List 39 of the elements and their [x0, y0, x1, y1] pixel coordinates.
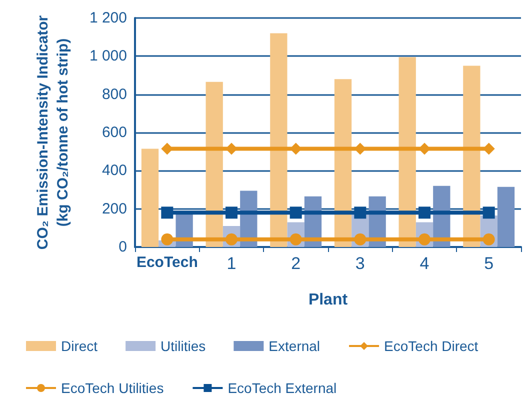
x-tick-label: 1 — [226, 254, 236, 273]
point — [290, 206, 302, 219]
bar — [206, 82, 223, 247]
legend-label: Direct — [61, 338, 98, 354]
legend-label: EcoTech External — [228, 380, 337, 396]
bar — [463, 66, 480, 247]
point — [354, 233, 366, 246]
legend-label: Utilities — [160, 338, 206, 354]
bar — [398, 57, 416, 247]
y-tick-label: 1 200 — [89, 10, 127, 26]
point — [226, 206, 238, 219]
point — [226, 142, 238, 155]
point — [161, 206, 174, 219]
x-tick-label: EcoTech — [136, 254, 198, 271]
point — [161, 233, 174, 246]
legend-label: EcoTech Direct — [384, 338, 478, 354]
y-tick-label: 1 000 — [89, 48, 127, 65]
y-tick-label: 800 — [102, 86, 127, 103]
bar — [334, 79, 352, 247]
y-tick-label: 0 — [118, 238, 127, 256]
point — [354, 206, 366, 219]
x-tick-label: 5 — [484, 254, 494, 273]
y-axis-title: CO₂ Emission-Intensity Indicator (kg CO₂/tonne of hot strip) — [34, 15, 72, 250]
point — [482, 233, 495, 246]
point — [418, 142, 430, 155]
bar — [141, 148, 159, 247]
y-tick-label: 200 — [102, 200, 127, 218]
y-tick-label: 600 — [102, 124, 127, 141]
bar — [270, 33, 288, 247]
x-axis-title: Plant — [308, 292, 348, 308]
x-tick-label: 4 — [420, 254, 430, 273]
x-tick-label: 3 — [355, 254, 365, 273]
bar — [497, 186, 515, 247]
y-tick-label: 400 — [102, 162, 127, 180]
point — [482, 206, 495, 219]
legend-label: EcoTech Utilities — [61, 380, 164, 396]
point — [418, 206, 430, 219]
legend-label: External — [268, 338, 320, 354]
x-tick-label: 2 — [291, 254, 301, 273]
